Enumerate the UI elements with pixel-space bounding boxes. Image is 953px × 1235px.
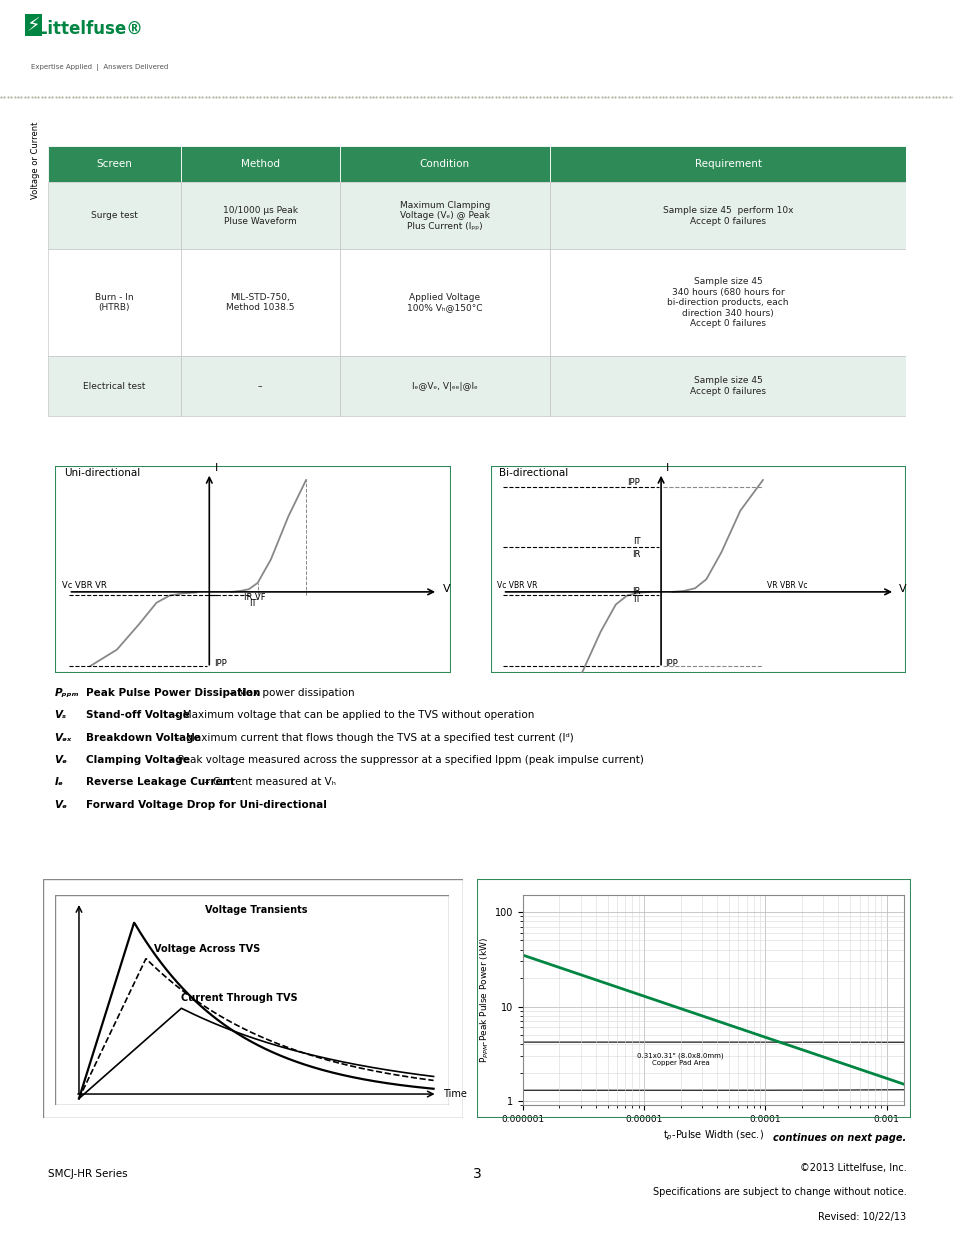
Text: Figure 1 - TVS Transients Clamping Waveform: Figure 1 - TVS Transients Clamping Wavef… <box>55 872 326 883</box>
Bar <box>549 356 905 416</box>
Text: IT: IT <box>632 537 639 546</box>
Text: 0.31x0.31" (8.0x8.0mm)
Copper Pad Area: 0.31x0.31" (8.0x8.0mm) Copper Pad Area <box>637 1052 723 1066</box>
Text: V: V <box>442 584 450 594</box>
Text: IPP: IPP <box>627 478 639 487</box>
Text: I: I <box>214 463 217 473</box>
Text: Vc VBR VR: Vc VBR VR <box>62 582 107 590</box>
Text: Burn - In
(HTRB): Burn - In (HTRB) <box>95 293 133 312</box>
Text: Surface Mount – 1500W  >  SMCJ-HR series: Surface Mount – 1500W > SMCJ-HR series <box>205 58 563 75</box>
Text: 3: 3 <box>472 1167 481 1181</box>
Text: ⚡: ⚡ <box>27 16 40 35</box>
Text: Vₑ: Vₑ <box>54 800 68 810</box>
Bar <box>48 356 181 416</box>
Text: Peak Pulse Power Dissipation: Peak Pulse Power Dissipation <box>86 688 260 698</box>
Text: VR VBR Vc: VR VBR Vc <box>766 582 806 590</box>
Text: Group B Test Requirement: Group B Test Requirement <box>58 122 254 135</box>
Text: Expertise Applied  |  Answers Delivered: Expertise Applied | Answers Delivered <box>30 64 168 72</box>
Bar <box>181 146 339 183</box>
Text: Sample size 45
Accept 0 failures: Sample size 45 Accept 0 failures <box>689 377 765 396</box>
Text: IR VF: IR VF <box>244 593 266 601</box>
Text: ©2013 Littelfuse, Inc.: ©2013 Littelfuse, Inc. <box>799 1163 905 1173</box>
Bar <box>11 7 188 82</box>
Text: IT: IT <box>632 595 639 604</box>
Bar <box>181 249 339 356</box>
Text: Applied Voltage
100% Vₕ@150°C: Applied Voltage 100% Vₕ@150°C <box>407 293 482 312</box>
Text: IR: IR <box>631 587 639 595</box>
Text: continues on next page.: continues on next page. <box>772 1132 905 1142</box>
Bar <box>491 466 905 673</box>
Bar <box>339 146 549 183</box>
Bar <box>55 895 449 1105</box>
X-axis label: t$_p$-Pulse Width (sec.): t$_p$-Pulse Width (sec.) <box>662 1129 763 1142</box>
Text: – Maximum voltage that can be applied to the TVS without operation: – Maximum voltage that can be applied to… <box>171 710 534 720</box>
Text: Ratings and Characteristic Curves: Ratings and Characteristic Curves <box>56 832 294 846</box>
Text: SMCJ-HR Series: SMCJ-HR Series <box>48 1168 127 1179</box>
Text: – Peak voltage measured across the suppressor at a specified Ippm (peak impulse : – Peak voltage measured across the suppr… <box>166 755 643 764</box>
Text: Voltage Across TVS: Voltage Across TVS <box>153 944 260 953</box>
Text: Revised: 10/22/13: Revised: 10/22/13 <box>818 1212 905 1221</box>
Text: V: V <box>898 584 905 594</box>
Bar <box>339 356 549 416</box>
Bar <box>181 356 339 416</box>
Text: Forward Voltage Drop for Uni-directional: Forward Voltage Drop for Uni-directional <box>86 800 327 810</box>
Text: Sample size 45  perform 10x
Accept 0 failures: Sample size 45 perform 10x Accept 0 fail… <box>662 206 793 226</box>
Text: Surge test: Surge test <box>91 211 137 220</box>
Text: – Max power dissipation: – Max power dissipation <box>226 688 354 698</box>
Bar <box>48 249 181 356</box>
Text: Vₔₓ: Vₔₓ <box>54 734 71 743</box>
Bar <box>549 249 905 356</box>
Text: Vₛ: Vₛ <box>54 710 67 720</box>
Bar <box>339 183 549 249</box>
Text: Electrical test: Electrical test <box>83 382 145 390</box>
Bar <box>339 249 549 356</box>
Text: Screen: Screen <box>96 159 132 169</box>
Text: Current Through TVS: Current Through TVS <box>181 993 297 1004</box>
Text: Requirement: Requirement <box>694 159 760 169</box>
Text: IPP: IPP <box>213 658 226 668</box>
Text: Transient Voltage Suppression Diodes: Transient Voltage Suppression Diodes <box>205 17 711 41</box>
Bar <box>48 146 181 183</box>
FancyBboxPatch shape <box>0 1042 953 1091</box>
Text: (Tₑ=25°C unless otherwise noted): (Tₑ=25°C unless otherwise noted) <box>387 835 540 844</box>
Text: Condition: Condition <box>419 159 470 169</box>
Text: –: – <box>257 382 262 390</box>
Text: Bi-directional: Bi-directional <box>498 468 567 478</box>
Text: Reverse Leakage Current: Reverse Leakage Current <box>86 777 235 787</box>
Y-axis label: P$_{PPM}$-Peak Pulse Power (kW): P$_{PPM}$-Peak Pulse Power (kW) <box>477 937 490 1063</box>
Bar <box>549 183 905 249</box>
Text: Figure 2 - Peak Pulse Power Rating: Figure 2 - Peak Pulse Power Rating <box>490 872 697 883</box>
Bar <box>48 183 181 249</box>
Text: Stand-off Voltage: Stand-off Voltage <box>86 710 190 720</box>
Text: – Current measured at Vₕ: – Current measured at Vₕ <box>201 777 335 787</box>
Text: Iₑ@Vₑ, V|ₑₑ|@Iₑ: Iₑ@Vₑ, V|ₑₑ|@Iₑ <box>412 382 477 390</box>
Text: Specifications are subject to change without notice.: Specifications are subject to change wit… <box>652 1187 905 1197</box>
Text: IR: IR <box>631 550 639 558</box>
Text: Sample size 45
340 hours (680 hours for
bi-direction products, each
direction 34: Sample size 45 340 hours (680 hours for … <box>667 278 788 329</box>
Bar <box>55 466 451 673</box>
Text: Clamping Voltage: Clamping Voltage <box>86 755 190 764</box>
Text: Time: Time <box>443 1089 467 1099</box>
Text: MIL-STD-750,
Method 1038.5: MIL-STD-750, Method 1038.5 <box>226 293 294 312</box>
Text: Vₑ: Vₑ <box>54 755 68 764</box>
Text: IT: IT <box>249 599 256 609</box>
Text: I-V Curve Characteristics: I-V Curve Characteristics <box>58 437 243 451</box>
Text: Voltage Transients: Voltage Transients <box>205 905 307 915</box>
Bar <box>181 183 339 249</box>
Text: Pₚₚₘ: Pₚₚₘ <box>54 688 79 698</box>
Text: Method: Method <box>240 159 279 169</box>
Text: IPP: IPP <box>664 658 677 668</box>
Text: I: I <box>665 463 668 473</box>
Text: Breakdown Voltage: Breakdown Voltage <box>86 734 201 743</box>
Text: Maximum Clamping
Voltage (Vₑ) @ Peak
Plus Current (Iₚₚ): Maximum Clamping Voltage (Vₑ) @ Peak Plu… <box>399 201 490 231</box>
Text: Uni-directional: Uni-directional <box>64 468 140 478</box>
Text: Voltage or Current: Voltage or Current <box>31 122 40 199</box>
Text: Vc VBR VR: Vc VBR VR <box>497 582 537 590</box>
Bar <box>549 146 905 183</box>
Text: –  Maximum current that flows though the TVS at a specified test current (Iᵈ): – Maximum current that flows though the … <box>171 734 573 743</box>
Text: Littelfuse®: Littelfuse® <box>30 20 142 38</box>
Text: Iₑ: Iₑ <box>54 777 64 787</box>
Text: 10/1000 μs Peak
Pluse Waveform: 10/1000 μs Peak Pluse Waveform <box>222 206 297 226</box>
